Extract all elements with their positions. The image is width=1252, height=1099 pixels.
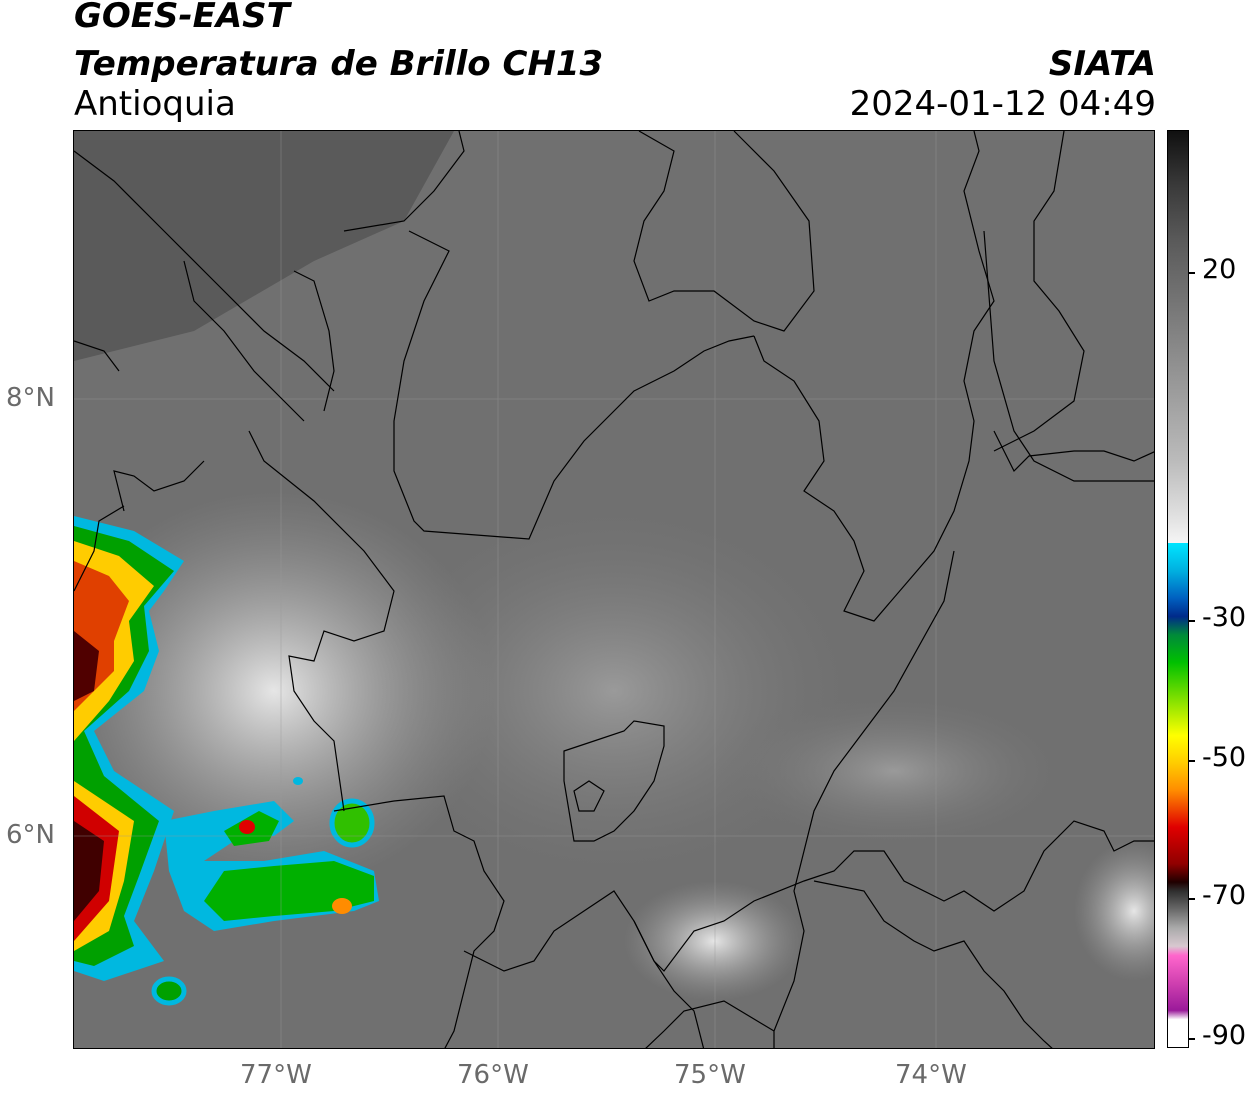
colorbar-tick — [1188, 620, 1195, 622]
colorbar-tick — [1188, 760, 1195, 762]
south-cloud — [624, 881, 804, 1001]
title-satellite: GOES-EAST — [74, 0, 290, 36]
caribbean-sea — [74, 131, 454, 361]
lat-label-6n: 6°N — [6, 820, 55, 850]
colorbar-label-minus70: -70 — [1202, 880, 1247, 911]
lat-label-8n: 8°N — [6, 383, 55, 413]
borders — [74, 131, 1154, 1048]
colorbar — [1167, 130, 1189, 1048]
far-east-cloud — [1074, 841, 1154, 981]
east-cloud — [714, 691, 1074, 851]
colorbar-label-minus90: -90 — [1202, 1020, 1247, 1051]
lon-label-77w: 77°W — [240, 1060, 312, 1090]
lon-label-74w: 74°W — [895, 1060, 967, 1090]
lon-label-75w: 75°W — [674, 1060, 746, 1090]
title-region: Antioquia — [74, 84, 236, 124]
colorbar-tick — [1188, 272, 1195, 274]
colorbar-tick — [1188, 898, 1195, 900]
convective-cells — [74, 516, 379, 1006]
colorbar-tick — [1188, 1038, 1195, 1040]
colorbar-label-minus30: -30 — [1202, 602, 1247, 633]
agency-label: SIATA — [1048, 44, 1156, 84]
title-product: Temperatura de Brillo CH13 — [74, 44, 604, 84]
map-canvas — [74, 131, 1154, 1048]
timestamp-label: 2024-01-12 04:49 — [849, 84, 1156, 124]
colorbar-label-20: 20 — [1202, 254, 1237, 285]
colorbar-label-minus50: -50 — [1202, 742, 1247, 773]
west-bright-cloud — [74, 491, 494, 891]
satellite-map — [73, 130, 1155, 1049]
lon-label-76w: 76°W — [457, 1060, 529, 1090]
